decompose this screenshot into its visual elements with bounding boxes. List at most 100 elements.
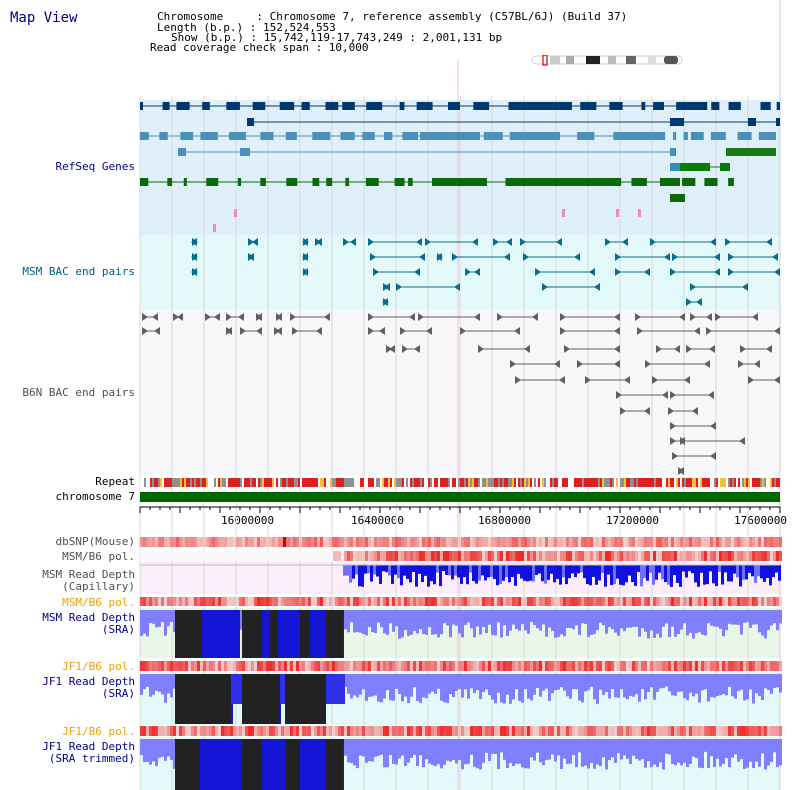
chromosome-ideogram[interactable] — [530, 52, 685, 66]
bac-end-marker — [614, 345, 620, 353]
jf1-pol2-cell — [476, 726, 479, 736]
repeat-bar — [642, 478, 644, 487]
jf1-sra-depth-bar — [491, 674, 494, 700]
dbsnp-cell — [218, 537, 221, 547]
jf1-trim-depth-bar — [683, 739, 686, 763]
jf1-pol-cell — [227, 661, 230, 671]
refseq-gene-lightblue-exon — [577, 132, 595, 140]
msm-pol-cell — [437, 551, 440, 561]
repeat-bar — [314, 478, 316, 487]
bac-end-marker — [672, 253, 678, 261]
repeat-bar — [284, 478, 286, 487]
jf1-pol-cell — [629, 661, 632, 671]
refseq-gene-pink — [562, 209, 565, 217]
repeat-bar — [438, 478, 440, 487]
dbsnp-cell — [536, 537, 539, 547]
msm-cap-depth-bar — [706, 565, 709, 585]
dbsnp-cell — [347, 537, 350, 547]
repeat-bar — [506, 478, 508, 487]
jf1-pol2-cell — [551, 726, 554, 736]
repeat-bar — [610, 478, 612, 487]
bac-end-marker — [177, 313, 183, 321]
msm-pol-cell — [770, 551, 773, 561]
msm-pol2-cell — [587, 597, 590, 606]
axis-tick-label: 17200000 — [606, 514, 659, 527]
msm-pol2-cell — [563, 597, 566, 606]
repeat-bar — [750, 478, 752, 487]
msm-cap-depth-bar — [418, 565, 421, 574]
jf1-pol2-cell — [764, 726, 767, 736]
repeat-bar — [410, 478, 412, 487]
jf1-pol2-cell — [596, 726, 599, 736]
bac-end-marker — [708, 391, 714, 399]
jf1-pol2-cell — [407, 726, 410, 736]
refseq-gene-green-exon — [237, 178, 242, 186]
msm-sra-depth-bar — [605, 610, 608, 634]
jf1-pol2-cell — [188, 726, 191, 736]
msm-pol2-cell — [434, 597, 437, 606]
msm-sra-depth-bar — [422, 610, 425, 634]
bac-end-marker — [752, 313, 758, 321]
msm-sra-depth-bar — [404, 610, 407, 631]
jf1-pol-cell — [335, 661, 338, 671]
repeat-bar — [342, 478, 344, 487]
repeat-bar — [440, 478, 442, 487]
repeat-bar — [700, 478, 702, 487]
jf1-pol-cell — [284, 661, 287, 671]
refseq-gene-lightblue-exon — [384, 132, 393, 140]
jf1-pol-cell — [443, 661, 446, 671]
jf1-pol-cell — [422, 661, 425, 671]
msm-pol-cell — [284, 551, 287, 561]
repeat-bar — [290, 478, 292, 487]
jf1-pol-cell — [266, 661, 269, 671]
axis-tick-label: 17600000 — [734, 514, 787, 527]
dbsnp-cell — [695, 537, 698, 547]
msm-pol-cell — [434, 551, 437, 561]
repeat-bar — [424, 478, 426, 487]
msm-pol-cell — [293, 551, 296, 561]
msm-pol-cell — [182, 551, 185, 561]
header-chromosome: Chromosome : Chromosome 7, reference ass… — [157, 10, 628, 23]
jf1-trim-depth-bar — [761, 739, 764, 754]
jf1-trim-depth-bar — [602, 739, 605, 758]
msm-pol-cell — [257, 551, 260, 561]
msm-pol2-cell — [293, 597, 296, 606]
bac-end-marker — [709, 345, 715, 353]
jf1-trim-depth-bar — [482, 739, 485, 763]
msm-pol2-cell — [281, 597, 284, 606]
refseq-gene-green-exon — [432, 178, 480, 186]
repeat-bar — [242, 478, 244, 487]
msm-pol2-cell — [407, 597, 410, 606]
msm-cap-depth-bar — [508, 565, 511, 583]
jf1-trim-depth-bar — [545, 739, 548, 760]
dbsnp-cell — [698, 537, 701, 547]
label-msm-bac: MSM BAC end pairs — [22, 265, 135, 278]
jf1-sra-depth-bar — [737, 674, 740, 692]
jf1-sra-depth-bar — [590, 674, 593, 687]
jf1-trim-depth-bar — [758, 739, 761, 767]
msm-cap-depth-bar — [682, 565, 685, 572]
jf1-pol2-cell — [350, 726, 353, 736]
msm-pol2-cell — [191, 597, 194, 606]
dbsnp-cell — [701, 537, 704, 547]
msm-pol-cell — [701, 551, 704, 561]
label-b6n-bac: B6N BAC end pairs — [22, 386, 135, 399]
repeat-bar — [530, 478, 532, 487]
msm-pol-cell — [395, 551, 398, 561]
dbsnp-cell — [215, 537, 218, 547]
bac-end-marker — [460, 327, 466, 335]
jf1-pol-cell — [707, 661, 710, 671]
msm-cap-depth-bar — [397, 565, 400, 579]
jf1-pol2-cell — [374, 726, 377, 736]
refseq-gene-navy-exon — [447, 102, 460, 110]
bac-end-marker — [506, 238, 512, 246]
repeat-bar — [462, 478, 464, 487]
jf1-pol2-cell — [449, 726, 452, 736]
repeat-bar — [582, 478, 584, 487]
msm-cap-depth-bar — [631, 565, 634, 583]
dbsnp-cell — [629, 537, 632, 547]
jf1-pol-cell — [494, 661, 497, 671]
repeat-bar — [478, 478, 480, 487]
msm-cap-depth-bar — [481, 565, 484, 576]
